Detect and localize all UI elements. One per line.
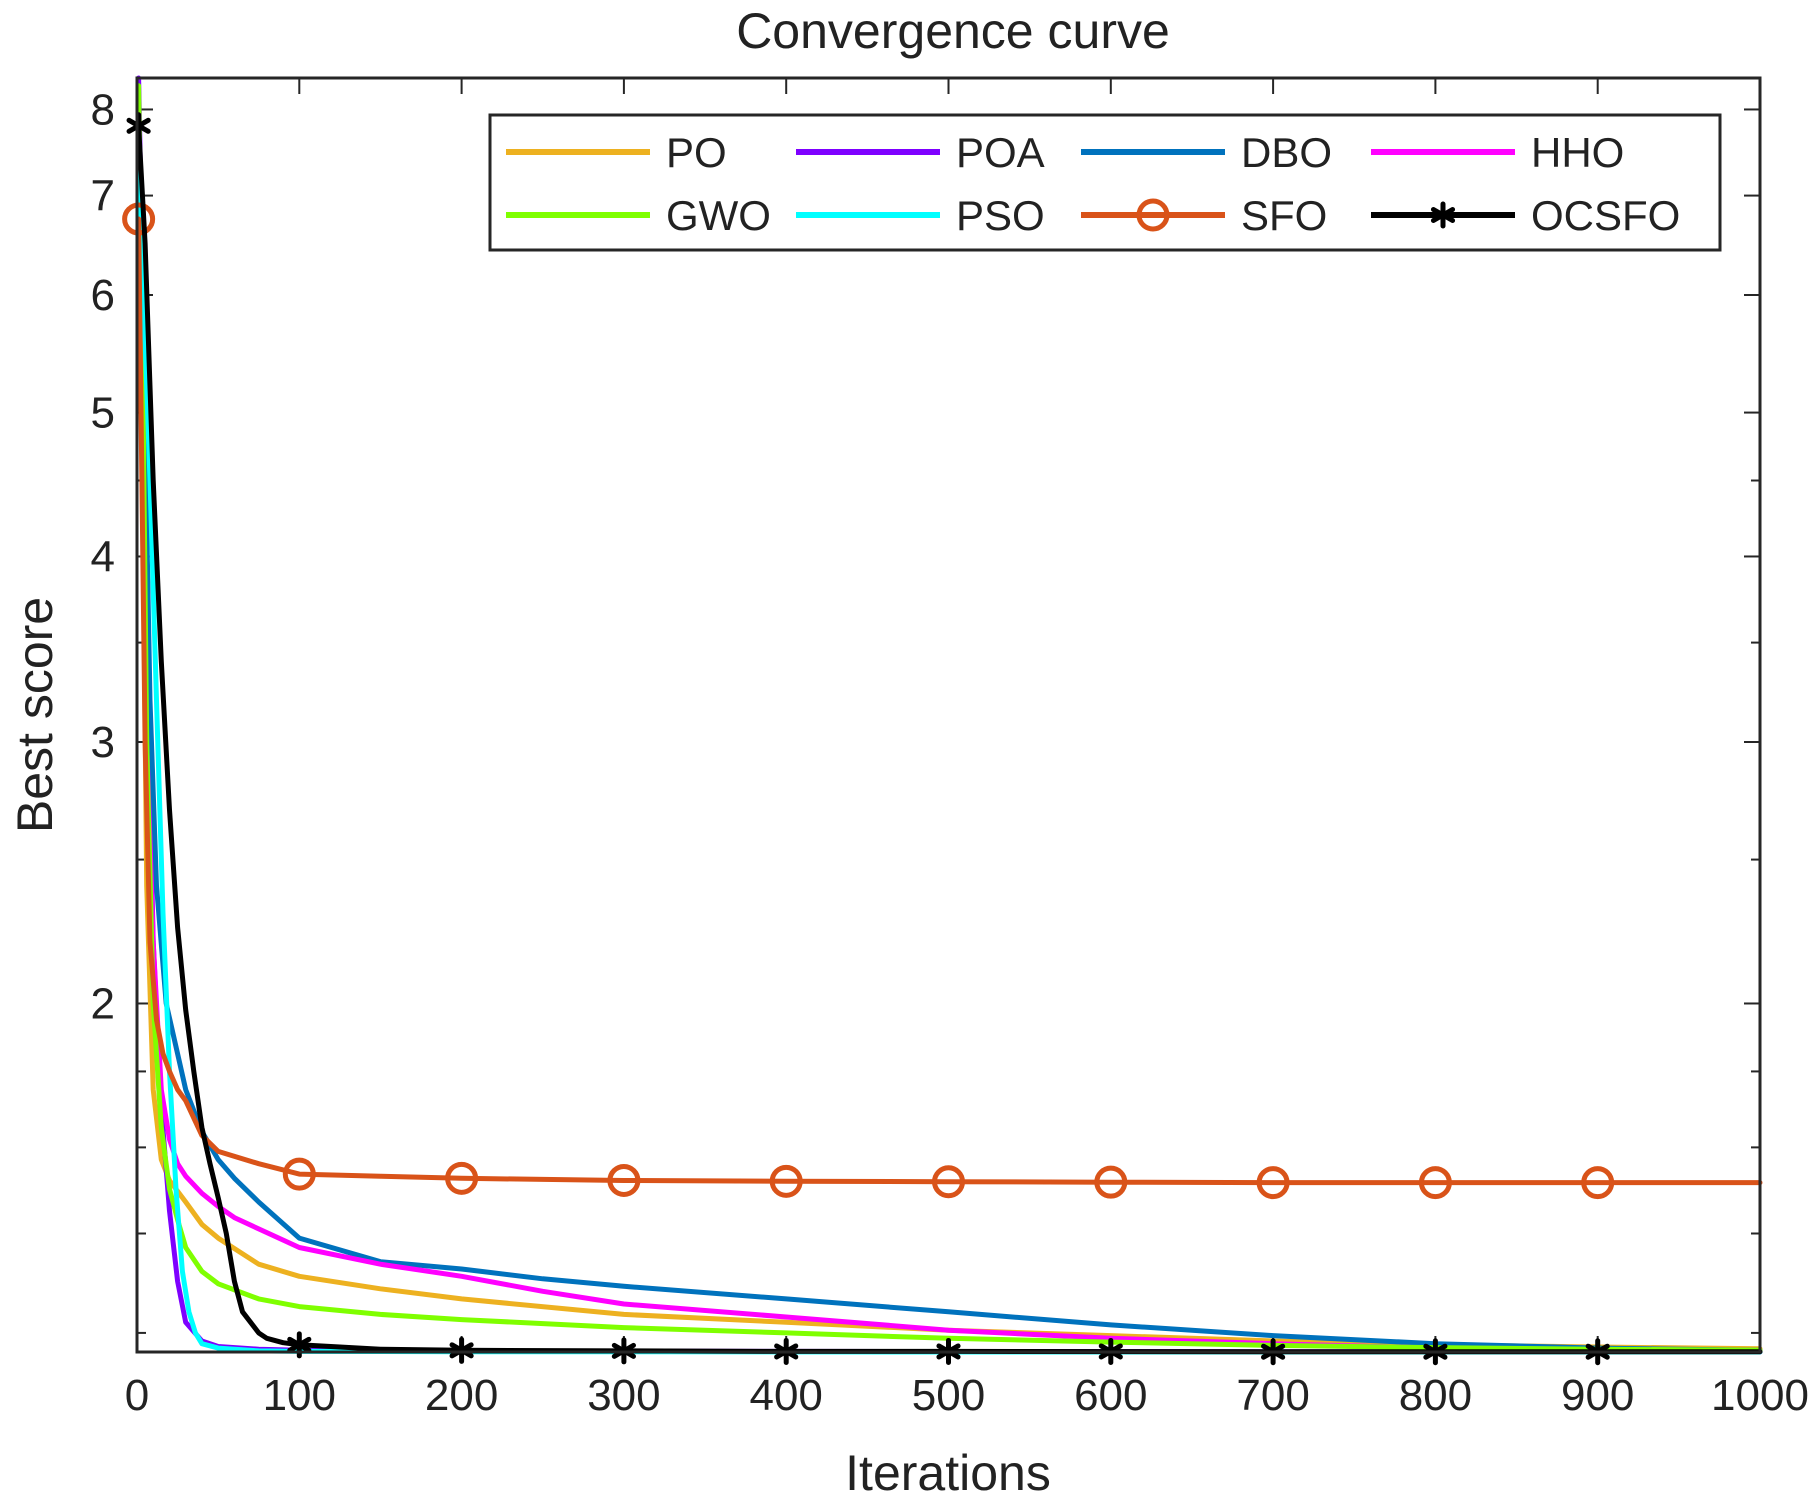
y-tick-label: 5 [91,389,115,438]
series-marker-sfo [445,1161,479,1195]
series-line-hho [136,140,1763,1354]
x-tick-label: 100 [263,1371,336,1420]
series-line-po [136,123,1763,1352]
x-axis-label: Iterations [845,1445,1051,1501]
y-tick-label: 7 [91,172,115,221]
axis-ticks: 0 100 200 300 400 500 600 700 800 900 1000 2 3 4 5 6 7 8 [91,78,1809,1420]
series-line-gwo [136,83,1763,1353]
legend-item-hho: HHO [1371,129,1624,176]
y-tick-label: 2 [91,979,115,1028]
legend-marker-ocsfo [1430,201,1456,229]
series-marker-sfo [1256,1166,1290,1200]
series-line-sfo [136,216,1763,1186]
x-tick-label: 500 [912,1371,985,1420]
x-tick-label: 200 [425,1371,498,1420]
legend-item-pso: PSO [796,192,1045,239]
y-axis-label: Best score [7,597,63,833]
legend: PO POA DBO HHO GWO PSO SFO OCSFO [488,113,1722,252]
x-tick-label: 700 [1236,1371,1309,1420]
series-marker-sfo [769,1164,803,1198]
legend-item-ocsfo: OCSFO [1371,192,1680,239]
legend-item-dbo: DBO [1081,129,1332,176]
series-marker-sfo [1581,1166,1615,1200]
legend-label-hho: HHO [1531,129,1624,176]
chart-title: Convergence curve [736,3,1170,59]
legend-item-gwo: GWO [506,192,771,239]
series-marker-sfo [1094,1165,1128,1199]
legend-label-dbo: DBO [1241,129,1332,176]
legend-label-ocsfo: OCSFO [1531,192,1680,239]
legend-box [488,113,1722,252]
y-tick-label: 3 [91,718,115,767]
x-tick-label: 600 [1074,1371,1147,1420]
x-tick-label: 800 [1399,1371,1472,1420]
x-tick-label: 300 [587,1371,660,1420]
legend-item-po: PO [506,129,727,176]
axes-box [135,76,1762,1354]
legend-item-sfo: SFO [1081,192,1327,239]
legend-label-poa: POA [956,129,1045,176]
legend-marker-sfo [1136,198,1170,232]
legend-label-gwo: GWO [666,192,771,239]
series-marker-sfo [932,1165,965,1199]
legend-item-poa: POA [796,129,1045,176]
x-tick-label: 0 [125,1371,149,1420]
legend-label-po: PO [666,129,727,176]
series-marker-sfo [1418,1166,1452,1200]
x-tick-label: 1000 [1711,1371,1809,1420]
y-tick-label: 6 [91,271,115,320]
x-tick-label: 900 [1561,1371,1634,1420]
y-tick-label: 4 [91,532,115,581]
series-marker-sfo [282,1157,316,1191]
series-marker-sfo [607,1163,641,1197]
legend-label-sfo: SFO [1241,192,1327,239]
series-marker-sfo [122,202,156,236]
y-tick-label: 8 [91,85,115,134]
x-tick-label: 400 [749,1371,822,1420]
legend-label-pso: PSO [956,192,1045,239]
